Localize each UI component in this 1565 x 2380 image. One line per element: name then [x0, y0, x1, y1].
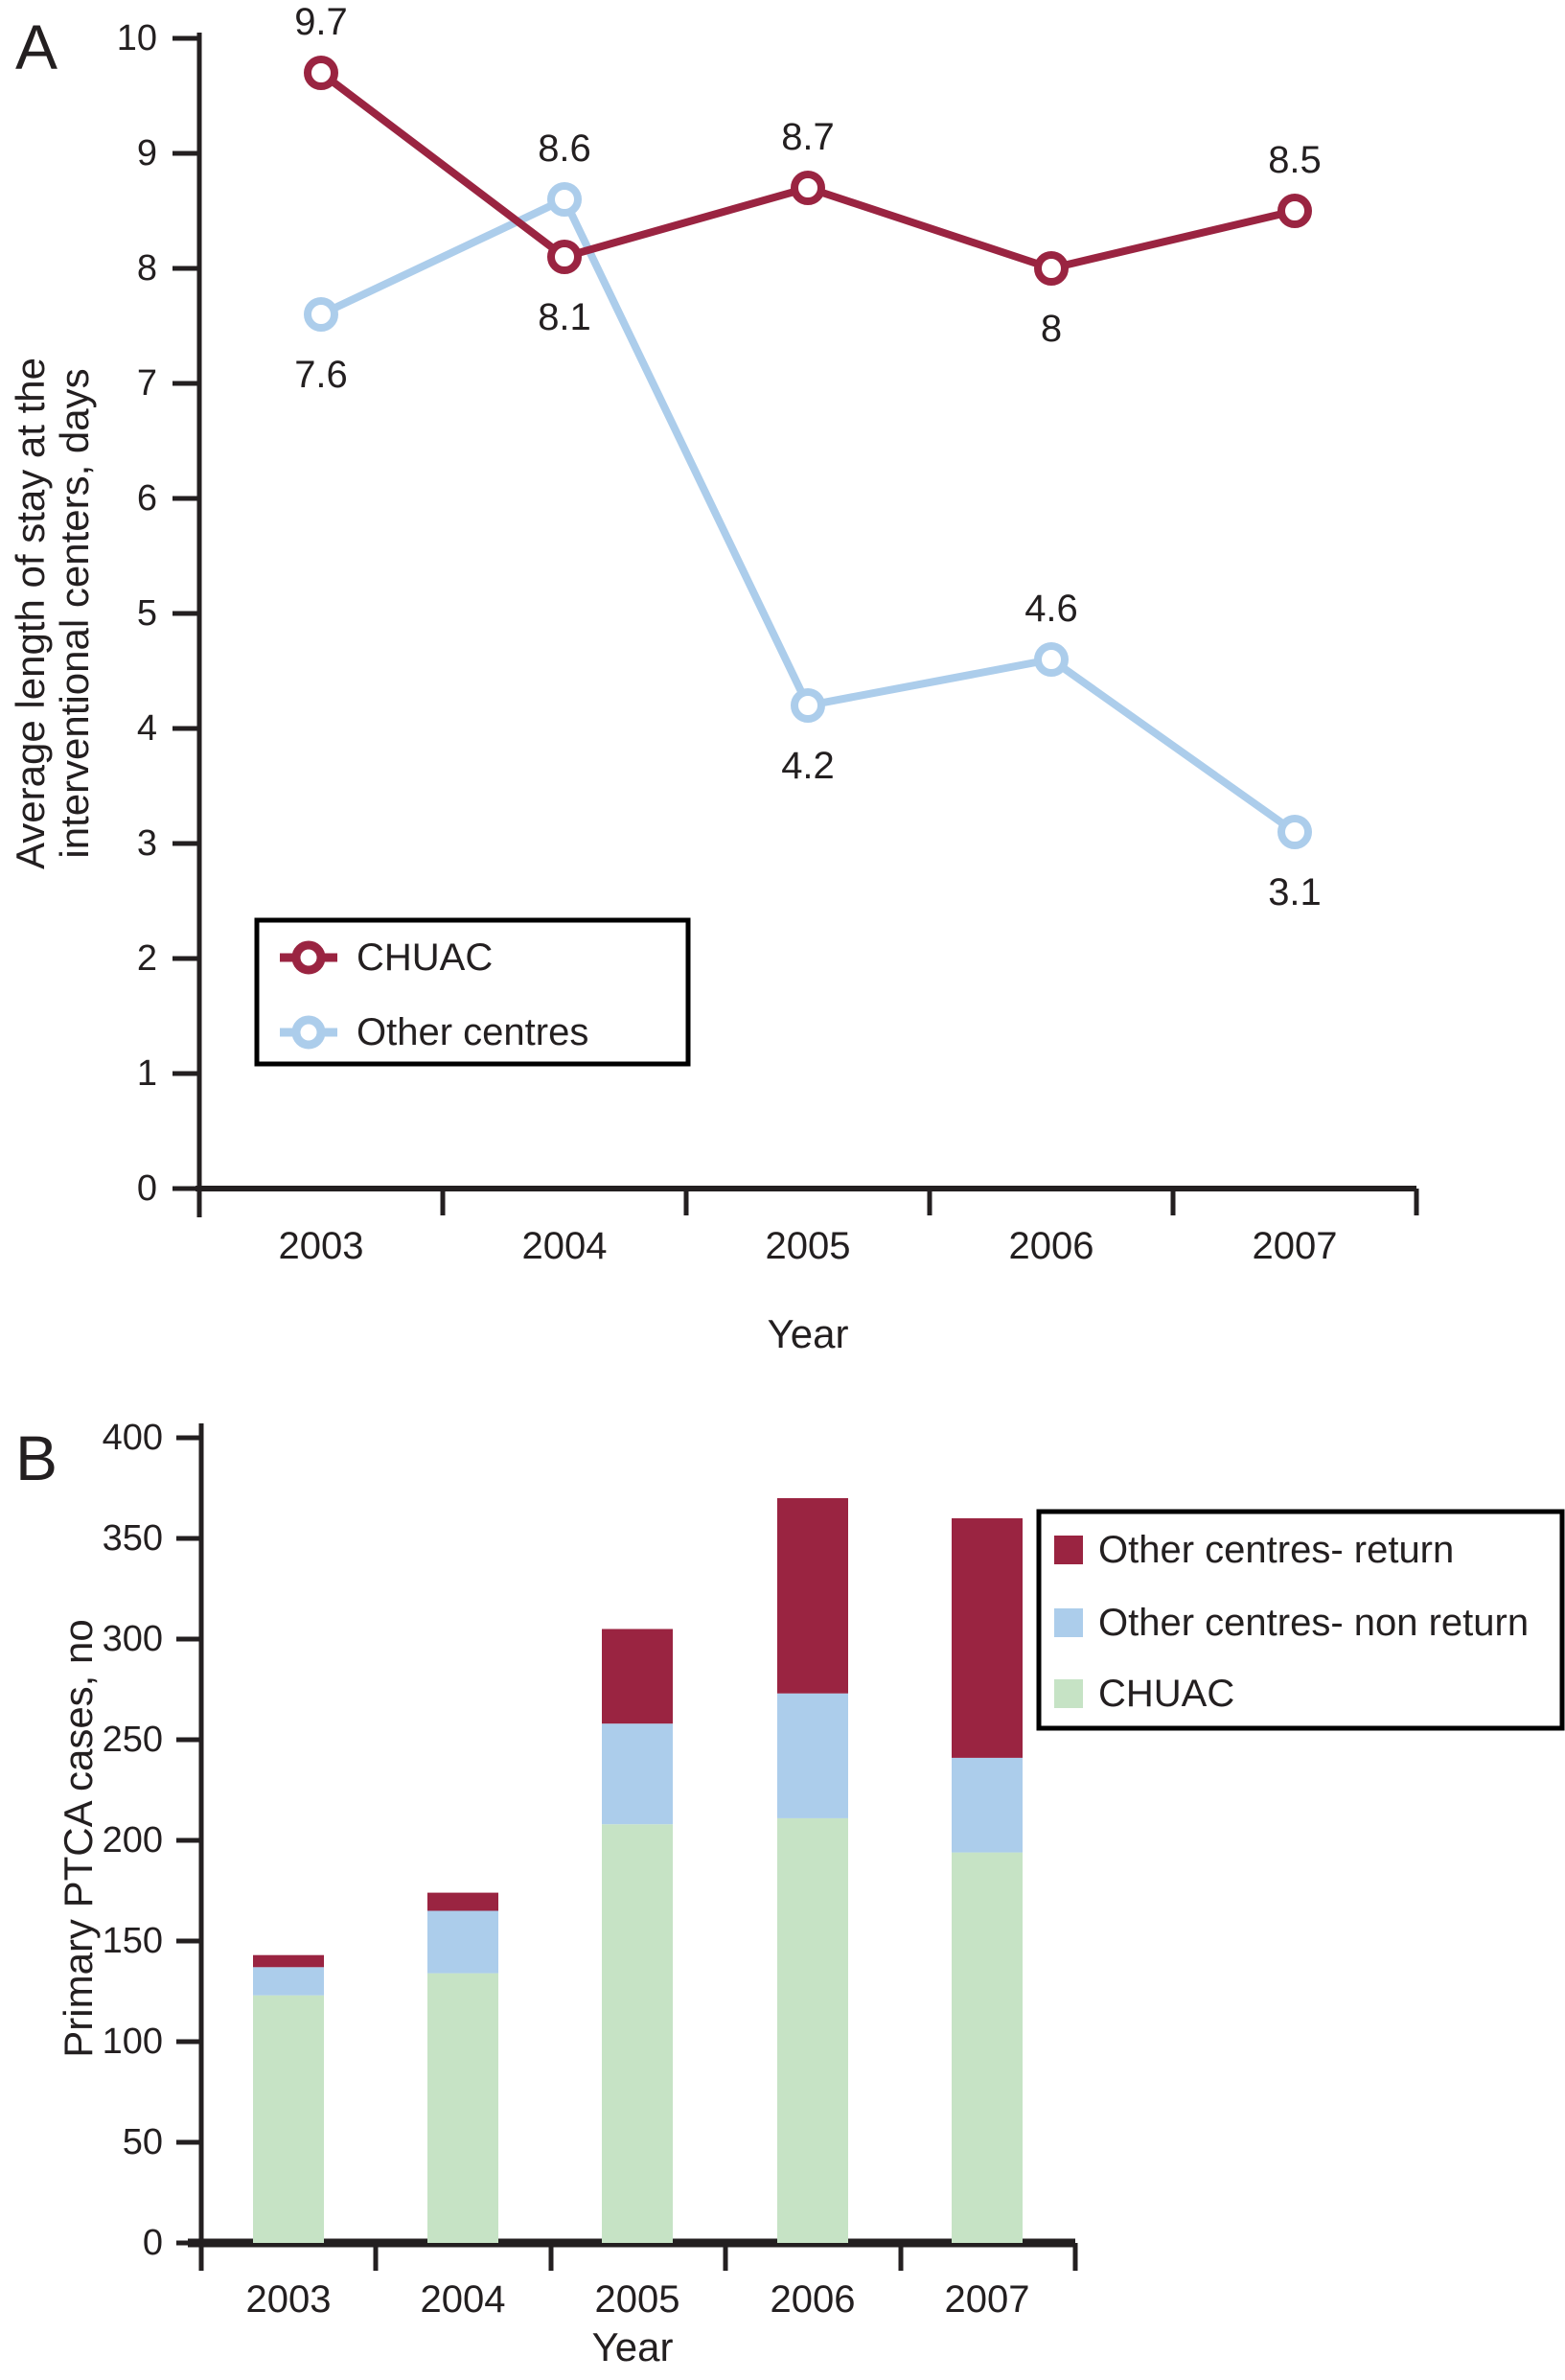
chuac-value-label: 8.7: [781, 116, 835, 158]
y-tick-label: 1: [137, 1053, 157, 1094]
chuac-value-label: 9.7: [294, 1, 348, 43]
y-tick-label: 350: [103, 1518, 163, 1559]
x-tick-label: 2006: [1009, 1225, 1094, 1267]
x-tick-label: 2003: [279, 1225, 364, 1267]
x-tick-label: 2007: [945, 2278, 1030, 2321]
y-axis-title: Average length of stay at the: [8, 358, 53, 869]
x-axis-title: Year: [768, 1311, 849, 1356]
x-tick-label: 2003: [246, 2278, 332, 2321]
chuac-point: [1034, 251, 1069, 286]
y-axis-title: interventional centers, days: [52, 368, 97, 858]
y-tick-label: 0: [137, 1168, 157, 1209]
x-tick-label: 2004: [421, 2278, 506, 2321]
bar-segment-other-centres-return: [777, 1498, 848, 1694]
y-tick-label: 10: [117, 18, 157, 58]
legend-item-label: Other centres- non return: [1098, 1602, 1529, 1644]
y-tick-label: 6: [137, 478, 157, 519]
bar-segment-chuac: [777, 1817, 848, 2243]
legend-item-label: Other centres- return: [1098, 1529, 1454, 1571]
y-tick-label: 5: [137, 593, 157, 634]
legend-item-label: Other centres: [357, 1011, 588, 1053]
x-axis-title: Year: [592, 2324, 674, 2369]
panel-a-label: A: [15, 12, 58, 82]
x-tick-label: 2004: [522, 1225, 608, 1267]
chuac-point: [1277, 194, 1312, 228]
y-tick-label: 100: [103, 2022, 163, 2062]
chuac-point: [791, 171, 825, 205]
other-centres-point: [1034, 642, 1069, 677]
legend-marker-circle: [291, 1015, 326, 1050]
x-tick-label: 2005: [766, 1225, 851, 1267]
bar-segment-other-centres-non-return: [253, 1967, 324, 1996]
bar-segment-chuac: [952, 1852, 1023, 2243]
bar-segment-chuac: [602, 1824, 673, 2243]
other-centres-point: [304, 297, 338, 332]
chuac-value-label: 8.1: [538, 296, 591, 338]
bar-segment-other-centres-return: [253, 1954, 324, 1968]
y-tick-label: 250: [103, 1720, 163, 1760]
x-tick-label: 2006: [771, 2278, 856, 2321]
bar-segment-other-centres-non-return: [777, 1693, 848, 1818]
x-tick-label: 2007: [1253, 1225, 1338, 1267]
bar-segment-other-centres-non-return: [427, 1910, 498, 1974]
line-chart-length-of-stay: 0 1 2 3 4 5 6 7 8 9 10 2003 2004 2005 2006 2007 Year Aver…: [8, 1, 1419, 1356]
legend-marker-circle: [291, 940, 326, 975]
x-tick-label: 2005: [595, 2278, 680, 2321]
legend-swatch: [1054, 1536, 1083, 1564]
bar-segment-other-centres-non-return: [952, 1757, 1023, 1853]
other-centres-value-label: 8.6: [538, 127, 591, 170]
bar-segment-chuac: [427, 1973, 498, 2243]
legend-box: [1036, 1509, 1565, 1731]
legend-swatch: [1054, 1679, 1083, 1708]
other-centres-value-label: 4.6: [1024, 588, 1078, 630]
chuac-point: [547, 240, 582, 274]
chuac-value-label: 8.5: [1268, 139, 1322, 181]
bar-segment-other-centres-return: [427, 1892, 498, 1911]
y-tick-label: 2: [137, 938, 157, 979]
y-tick-label: 4: [137, 708, 157, 749]
bar-segment-other-centres-return: [602, 1629, 673, 1724]
other-centres-point: [1277, 815, 1312, 849]
legend-box: [254, 917, 691, 1067]
y-tick-label: 150: [103, 1921, 163, 1961]
y-axis-title: Primary PTCA cases, no: [56, 1619, 101, 2057]
panel-b-label: B: [15, 1422, 58, 1493]
chuac-point: [304, 56, 338, 90]
y-tick-label: 3: [137, 823, 157, 864]
y-tick-label: 9: [137, 133, 157, 173]
y-tick-label: 8: [137, 248, 157, 289]
y-tick-label: 400: [103, 1418, 163, 1458]
legend-swatch: [1054, 1608, 1083, 1637]
other-centres-point: [547, 182, 582, 217]
y-tick-label: 0: [143, 2223, 163, 2263]
chuac-value-label: 8: [1041, 308, 1062, 350]
other-centres-line: [319, 194, 1298, 836]
y-tick-label: 300: [103, 1619, 163, 1659]
other-centres-value-label: 4.2: [781, 745, 835, 787]
y-tick-label: 7: [137, 363, 157, 404]
legend-item-label: CHUAC: [1098, 1673, 1234, 1715]
legend-item-label: CHUAC: [357, 936, 493, 979]
other-centres-value-label: 7.6: [294, 354, 348, 396]
bar-segment-other-centres-return: [952, 1518, 1023, 1758]
stacked-bar-chart-ptca-cases: 0 50 100 150 200 250 300 350 400 2003 2004 2005 2006…: [56, 1418, 1565, 2369]
bar-segment-other-centres-non-return: [602, 1723, 673, 1825]
y-tick-label: 200: [103, 1820, 163, 1860]
bar-segment-chuac: [253, 1995, 324, 2243]
y-tick-label: 50: [123, 2122, 163, 2162]
other-centres-point: [791, 688, 825, 723]
other-centres-value-label: 3.1: [1268, 871, 1322, 913]
